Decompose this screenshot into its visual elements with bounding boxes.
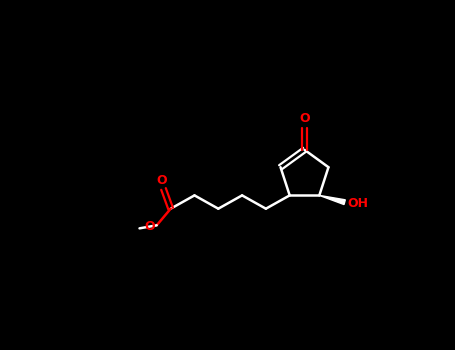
Text: O: O — [299, 112, 310, 125]
Text: OH: OH — [348, 197, 369, 210]
Polygon shape — [319, 195, 345, 204]
Text: O: O — [144, 220, 155, 233]
Text: O: O — [157, 174, 167, 187]
